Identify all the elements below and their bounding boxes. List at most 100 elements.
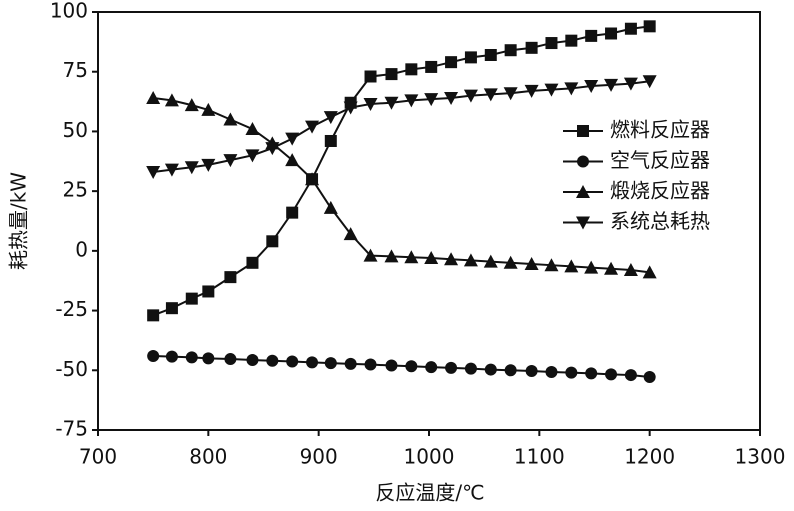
- marker: [584, 80, 599, 94]
- marker: [384, 249, 399, 263]
- marker: [504, 364, 517, 377]
- marker: [444, 91, 459, 105]
- y-axis-label: 耗热量/kW: [7, 172, 31, 270]
- marker: [266, 235, 279, 248]
- marker: [464, 51, 477, 64]
- marker: [524, 256, 539, 270]
- marker: [545, 37, 558, 50]
- marker: [483, 254, 498, 268]
- legend-label: 燃料反应器: [610, 118, 710, 142]
- marker: [464, 362, 477, 375]
- marker: [604, 78, 619, 92]
- marker: [165, 302, 178, 315]
- y-tick-label: 100: [50, 0, 88, 23]
- x-tick-label: 900: [300, 445, 338, 469]
- marker: [343, 101, 358, 115]
- legend-label: 煅烧反应器: [610, 179, 710, 203]
- marker: [223, 112, 238, 126]
- marker: [164, 93, 179, 107]
- marker: [224, 271, 237, 284]
- marker: [202, 285, 215, 298]
- marker: [305, 172, 320, 186]
- marker: [286, 355, 299, 368]
- marker: [605, 27, 618, 40]
- marker: [425, 60, 438, 73]
- y-tick-label: -50: [55, 357, 88, 381]
- marker: [503, 87, 518, 101]
- marker: [285, 153, 300, 167]
- marker: [286, 206, 299, 219]
- marker: [643, 20, 656, 33]
- marker: [164, 163, 179, 177]
- marker: [224, 353, 237, 366]
- x-tick-label: 1300: [735, 445, 786, 469]
- marker: [445, 361, 458, 374]
- marker: [324, 134, 337, 147]
- y-tick-label: 25: [63, 178, 88, 202]
- marker: [525, 365, 538, 378]
- marker: [642, 265, 657, 279]
- marker: [405, 63, 418, 76]
- marker: [305, 120, 320, 134]
- marker: [484, 363, 497, 376]
- y-tick-label: -75: [55, 417, 88, 441]
- marker: [605, 368, 618, 381]
- legend-marker: [577, 125, 589, 137]
- marker: [623, 77, 638, 91]
- marker: [185, 292, 198, 305]
- marker: [642, 75, 657, 89]
- y-tick-label: 75: [63, 58, 88, 82]
- marker: [245, 122, 260, 136]
- marker: [165, 350, 178, 363]
- marker: [184, 161, 199, 175]
- marker: [404, 94, 419, 108]
- marker: [185, 351, 198, 364]
- y-tick-label: 0: [75, 237, 88, 261]
- marker: [201, 158, 216, 172]
- marker: [623, 262, 638, 276]
- marker: [266, 354, 279, 367]
- marker: [504, 44, 517, 57]
- legend-marker: [576, 216, 590, 230]
- marker: [246, 354, 259, 367]
- marker: [146, 166, 161, 180]
- marker: [265, 142, 280, 156]
- marker: [643, 370, 656, 383]
- marker: [463, 253, 478, 267]
- marker: [344, 357, 357, 370]
- marker: [544, 83, 559, 97]
- x-axis-label: 反应温度/℃: [375, 481, 484, 505]
- marker: [246, 256, 259, 269]
- marker: [184, 98, 199, 112]
- marker: [201, 102, 216, 116]
- legend-label: 系统总耗热: [610, 209, 710, 233]
- marker: [503, 255, 518, 269]
- legend-marker: [577, 155, 589, 168]
- marker: [424, 93, 439, 107]
- x-tick-label: 800: [189, 445, 227, 469]
- marker: [585, 367, 598, 380]
- marker: [483, 88, 498, 102]
- marker: [545, 365, 558, 378]
- marker: [323, 111, 338, 125]
- marker: [525, 41, 538, 54]
- y-tick-label: -25: [55, 297, 88, 321]
- x-tick-label: 1200: [624, 445, 675, 469]
- marker: [484, 48, 497, 61]
- marker: [385, 68, 398, 81]
- marker: [385, 359, 398, 372]
- marker: [364, 358, 377, 371]
- marker: [323, 200, 338, 214]
- marker: [405, 360, 418, 373]
- marker: [624, 22, 637, 35]
- marker: [444, 252, 459, 266]
- y-tick-label: 50: [63, 118, 88, 142]
- marker: [223, 154, 238, 168]
- marker: [564, 259, 579, 273]
- x-tick-label: 1100: [514, 445, 565, 469]
- marker: [565, 366, 578, 379]
- marker: [202, 352, 215, 365]
- marker: [544, 258, 559, 272]
- marker: [384, 96, 399, 110]
